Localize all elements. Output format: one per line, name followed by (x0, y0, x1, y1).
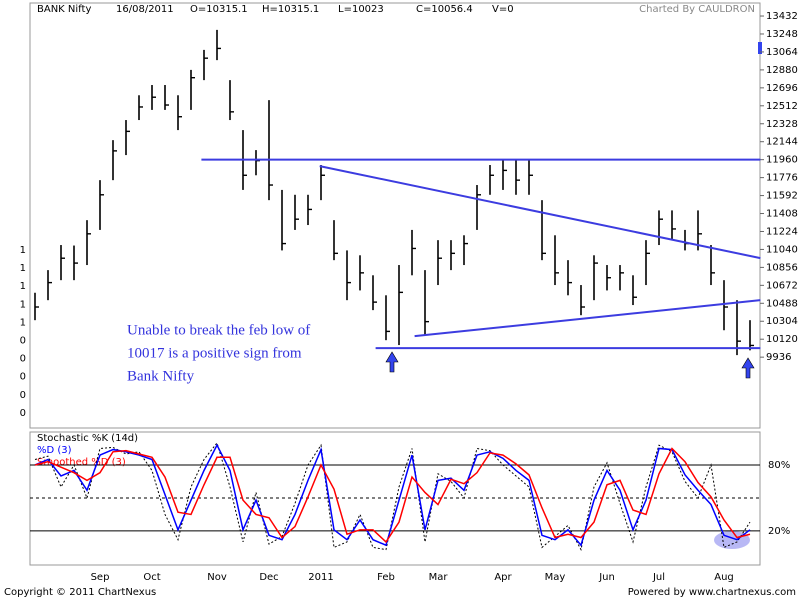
trend-line (414, 299, 761, 338)
y-tick-label: 13248 (766, 29, 798, 40)
price-marker (758, 42, 762, 54)
y-tick-label: 10120 (766, 334, 798, 345)
y-tick-label: 12144 (766, 137, 798, 148)
left-axis-label: 1 (20, 317, 26, 328)
x-tick-label: Sep (91, 572, 110, 583)
x-tick-label: Jun (598, 572, 615, 583)
trend-line (319, 165, 761, 260)
stochastic-line (34, 443, 751, 547)
legend-label: Stochastic %K (14d) (37, 433, 138, 444)
y-tick-label: 11040 (766, 244, 798, 255)
y-tick-label: 11960 (766, 155, 798, 166)
y-tick-label: 11224 (766, 226, 798, 237)
x-tick-label: Apr (494, 572, 512, 583)
arrow (741, 357, 755, 379)
left-axis-label: 0 (20, 336, 26, 347)
x-tick-label: Feb (377, 572, 395, 583)
copyright: Copyright © 2011 ChartNexus (4, 587, 156, 598)
left-axis-label: 0 (20, 372, 26, 383)
left-axis-label: 0 (20, 354, 26, 365)
left-axis-label: 1 (20, 299, 26, 310)
x-tick-label: 2011 (308, 572, 333, 583)
powered-by: Powered by www.chartnexus.com (628, 587, 796, 598)
stochastic-line (34, 447, 751, 544)
arrow (385, 351, 399, 373)
legend-label: Smoothed %D (3) (37, 457, 126, 468)
stochastic-line (34, 441, 751, 552)
y-tick-label: 12880 (766, 65, 798, 76)
price-frame (29, 2, 761, 429)
x-tick-label: Jul (652, 572, 665, 583)
left-axis-label: 1 (20, 281, 26, 292)
y-tick-label: 10304 (766, 316, 798, 327)
date: 16/08/2011 (116, 4, 174, 15)
high: H=10315.1 (262, 4, 319, 15)
y-tick-label: 13432 (766, 11, 798, 22)
legend-label: %D (3) (37, 445, 72, 456)
low: L=10023 (338, 4, 384, 15)
stochastic-frame (29, 431, 761, 566)
y-tick-label: 11776 (766, 173, 798, 184)
annotation: 10017 is a positive sign from (127, 345, 302, 361)
credit: Charted By CAULDRON (639, 4, 755, 15)
left-axis-label: 0 (20, 390, 26, 401)
x-tick-label: Mar (429, 572, 449, 583)
y-tick-label: 12696 (766, 83, 798, 94)
x-tick-label: Dec (259, 572, 278, 583)
y-tick-label: 10672 (766, 280, 798, 291)
y-tick-label: 12512 (766, 101, 798, 112)
y-tick-label: 11592 (766, 191, 798, 202)
x-tick-label: Aug (714, 572, 734, 583)
y-tick-label: 9936 (766, 352, 791, 363)
y-tick-label: 80% (768, 460, 790, 471)
chart-title: BANK Nifty (37, 4, 91, 15)
close: C=10056.4 (416, 4, 473, 15)
left-axis-label: 0 (20, 408, 26, 419)
y-tick-label: 10856 (766, 262, 798, 273)
x-tick-label: Nov (207, 572, 227, 583)
y-tick-label: 12328 (766, 119, 798, 130)
x-tick-label: May (545, 572, 566, 583)
y-tick-label: 13064 (766, 47, 798, 58)
left-axis-label: 1 (20, 245, 26, 256)
y-tick-label: 11408 (766, 209, 798, 220)
y-tick-label: 20% (768, 526, 790, 537)
left-axis-label: 1 (20, 263, 26, 274)
volume: V=0 (492, 4, 514, 15)
annotation: Unable to break the feb low of (127, 322, 310, 338)
annotation: Bank Nifty (127, 368, 195, 384)
x-tick-label: Oct (143, 572, 160, 583)
open: O=10315.1 (190, 4, 248, 15)
y-tick-label: 10488 (766, 298, 798, 309)
